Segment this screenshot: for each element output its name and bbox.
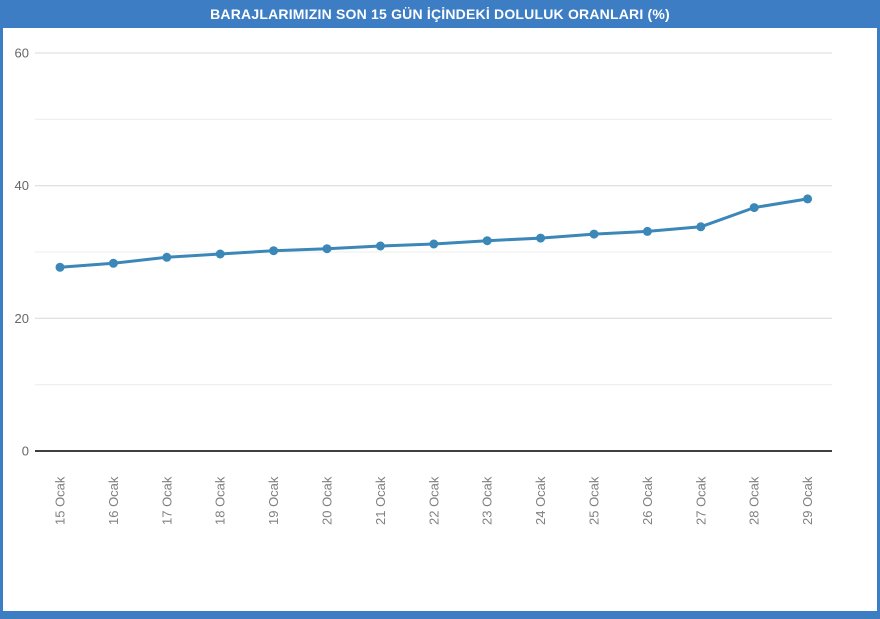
data-point: [269, 246, 279, 256]
x-axis-label: 18 Ocak: [213, 476, 228, 525]
x-axis-label: 22 Ocak: [426, 476, 441, 525]
data-point: [749, 203, 759, 213]
series-line: [58, 197, 810, 269]
chart-title: BARAJLARIMIZIN SON 15 GÜN İÇİNDEKİ DOLUL…: [210, 6, 670, 22]
x-axis-label: 24 Ocak: [533, 476, 548, 525]
data-point: [589, 229, 599, 239]
data-point: [536, 233, 546, 243]
x-axis-label: 23 Ocak: [480, 476, 495, 525]
x-axis-label: 16 Ocak: [106, 476, 121, 525]
x-axis-label: 19 Ocak: [266, 476, 281, 525]
x-axis-label: 28 Ocak: [747, 476, 762, 525]
y-tick-label: 60: [15, 46, 29, 61]
data-point: [162, 252, 172, 262]
x-axis-label: 21 Ocak: [373, 476, 388, 525]
x-axis-label: 27 Ocak: [693, 476, 708, 525]
chart-title-bar: BARAJLARIMIZIN SON 15 GÜN İÇİNDEKİ DOLUL…: [0, 0, 880, 28]
data-point: [322, 244, 332, 254]
data-point: [429, 239, 439, 249]
x-axis-label: 25 Ocak: [587, 476, 602, 525]
data-point: [696, 222, 706, 232]
y-tick-label: 40: [15, 178, 29, 193]
data-point: [215, 249, 225, 259]
data-point: [803, 194, 813, 204]
x-axis-label: 15 Ocak: [53, 476, 68, 525]
x-axis-label: 17 Ocak: [159, 476, 174, 525]
chart-canvas: 0 20 40 60 15 Ocak 16 Ocak 17 Ocak 18 Ocak 19 Oc…: [3, 28, 877, 611]
x-axis-label: 26 Ocak: [640, 476, 655, 525]
chart-svg: 0 20 40 60 15 Ocak 16 Ocak 17 Ocak 18 Ocak 19 Oc…: [15, 46, 832, 525]
x-axis-label: 29 Ocak: [800, 476, 815, 525]
data-point: [642, 226, 652, 236]
y-tick-label: 20: [15, 311, 29, 326]
data-point: [375, 241, 385, 251]
data-point: [482, 236, 492, 246]
y-tick-label: 0: [22, 444, 29, 459]
data-point: [55, 262, 65, 272]
data-point: [108, 258, 118, 268]
x-axis-label: 20 Ocak: [320, 476, 335, 525]
